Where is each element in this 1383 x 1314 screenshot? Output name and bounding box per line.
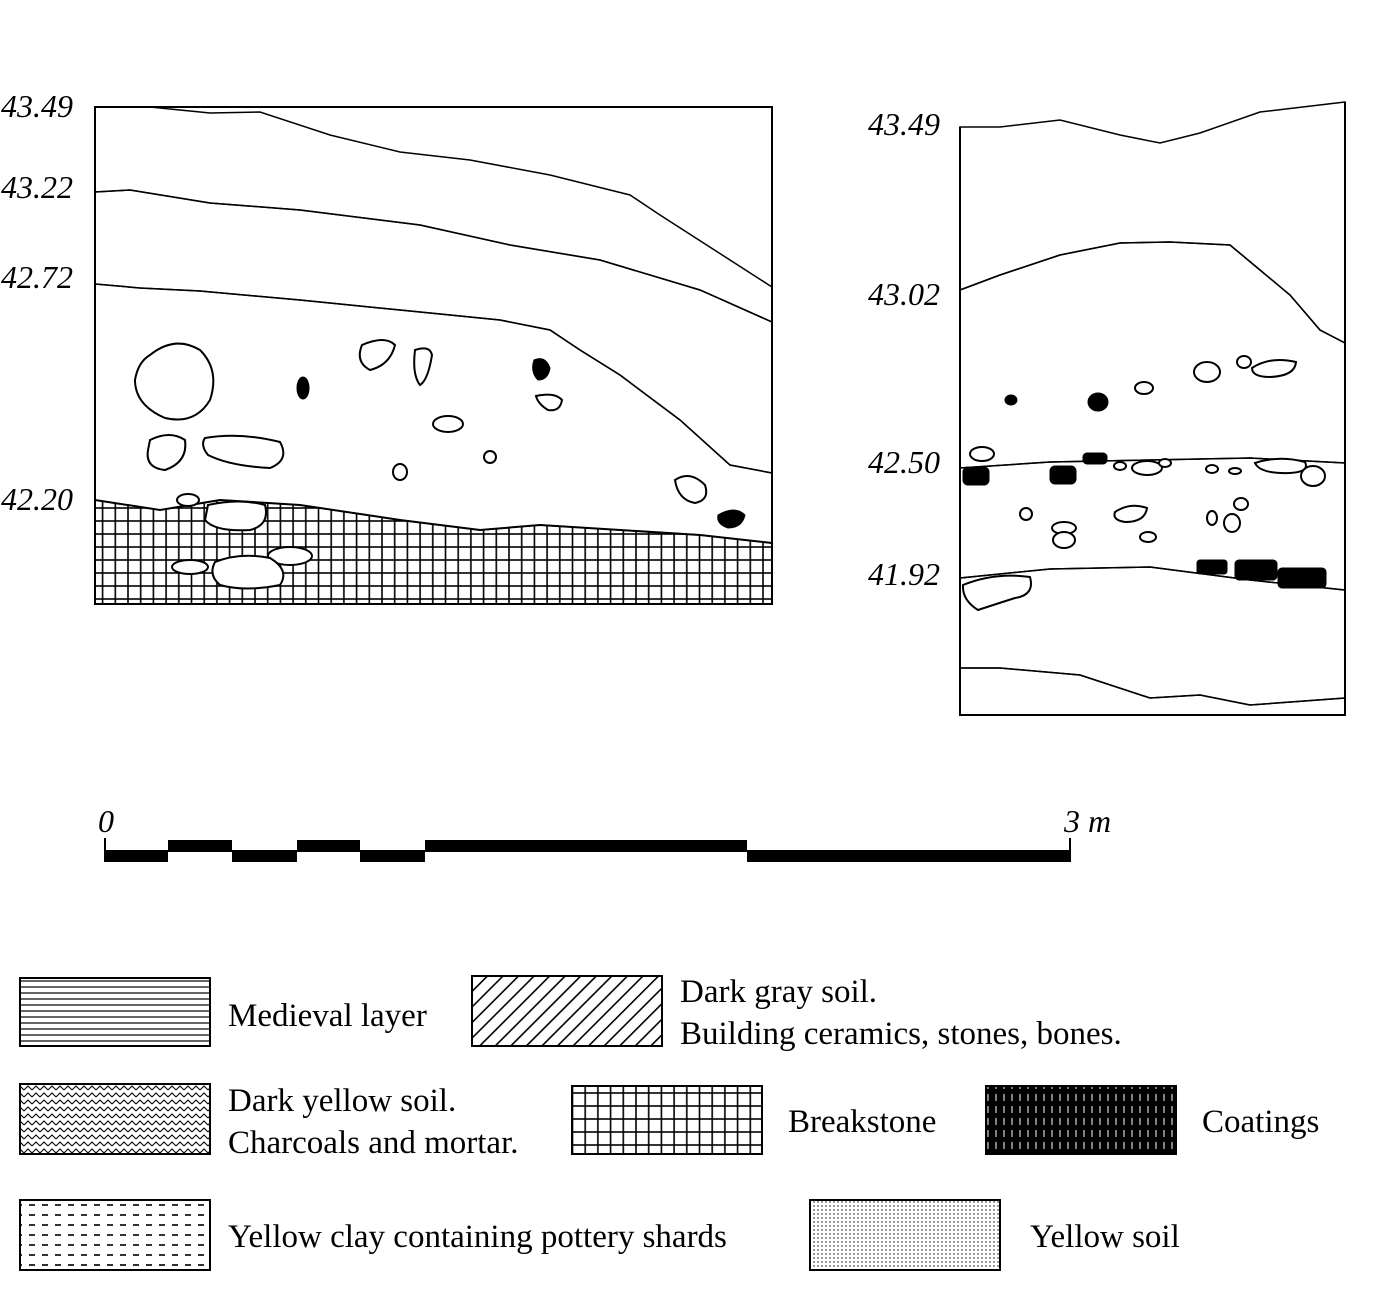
- elevation-label: 43.49: [1, 88, 73, 124]
- coatings: [962, 392, 1327, 589]
- legend-label: Dark yellow soil.: [228, 1083, 456, 1119]
- legend-item-yellow-soil: Yellow soil: [809, 1199, 1180, 1271]
- medieval-layer: [94, 106, 773, 324]
- coatings-swatch: [985, 1085, 1177, 1155]
- stones: [133, 339, 708, 590]
- elevation-label: 42.20: [1, 481, 73, 517]
- elevation-label: 42.72: [1, 259, 73, 295]
- coatings: [296, 358, 746, 529]
- medieval-layer: [959, 101, 1346, 345]
- dark-yellow-swatch: [19, 1083, 211, 1155]
- scale-bar: 0 3 m: [98, 803, 1111, 862]
- legend-item-medieval: Medieval layer: [19, 977, 427, 1047]
- medieval-swatch: [19, 977, 211, 1047]
- breakstone-swatch: [571, 1085, 763, 1155]
- yellow-clay-layer: [959, 667, 1346, 716]
- legend-label: Yellow soil: [1030, 1219, 1180, 1255]
- left-section-frame: [94, 106, 773, 605]
- left-elevation-labels: 43.49 43.22 42.72 42.20: [1, 88, 73, 517]
- elevation-label: 43.49: [868, 106, 940, 142]
- dark-gray-soil-layer: [94, 189, 773, 474]
- legend-label: Yellow clay containing pottery shards: [228, 1219, 727, 1255]
- legend-label: Building ceramics, stones, bones.: [680, 1016, 1122, 1052]
- right-section-frame: [959, 102, 1346, 716]
- right-section: 43.49 43.02 42.50 41.92: [868, 101, 1346, 716]
- elevation-label: 43.22: [1, 169, 73, 205]
- left-section: 43.49 43.22 42.72 42.20: [1, 88, 773, 605]
- legend-label: Coatings: [1202, 1104, 1319, 1140]
- legend-item-yellow-clay: Yellow clay containing pottery shards: [19, 1199, 727, 1271]
- stones: [961, 355, 1326, 612]
- elevation-label: 43.02: [868, 276, 940, 312]
- legend-item-coatings: Coatings: [985, 1085, 1319, 1155]
- legend: Medieval layer Dark gray soil. Building …: [19, 974, 1319, 1271]
- breakstone-layer: [94, 498, 773, 605]
- elevation-label: 42.50: [868, 444, 940, 480]
- legend-item-dark-yellow: Dark yellow soil. Charcoals and mortar.: [19, 1083, 519, 1161]
- legend-item-breakstone: Breakstone: [571, 1085, 936, 1155]
- yellow-clay-swatch: [19, 1199, 211, 1271]
- scale-end-label: 3 m: [1063, 803, 1111, 839]
- legend-label: Dark gray soil.: [680, 974, 877, 1010]
- dark-gray-swatch: [471, 975, 663, 1047]
- dark-gray-soil-layer: [959, 241, 1346, 469]
- legend-label: Medieval layer: [228, 998, 427, 1034]
- scale-start-label: 0: [98, 803, 114, 839]
- legend-label: Charcoals and mortar.: [228, 1125, 519, 1161]
- right-elevation-labels: 43.49 43.02 42.50 41.92: [868, 106, 940, 592]
- legend-item-dark-gray: Dark gray soil. Building ceramics, stone…: [471, 974, 1122, 1052]
- legend-label: Breakstone: [788, 1104, 936, 1140]
- yellow-soil-swatch: [809, 1199, 1001, 1271]
- elevation-label: 41.92: [868, 556, 940, 592]
